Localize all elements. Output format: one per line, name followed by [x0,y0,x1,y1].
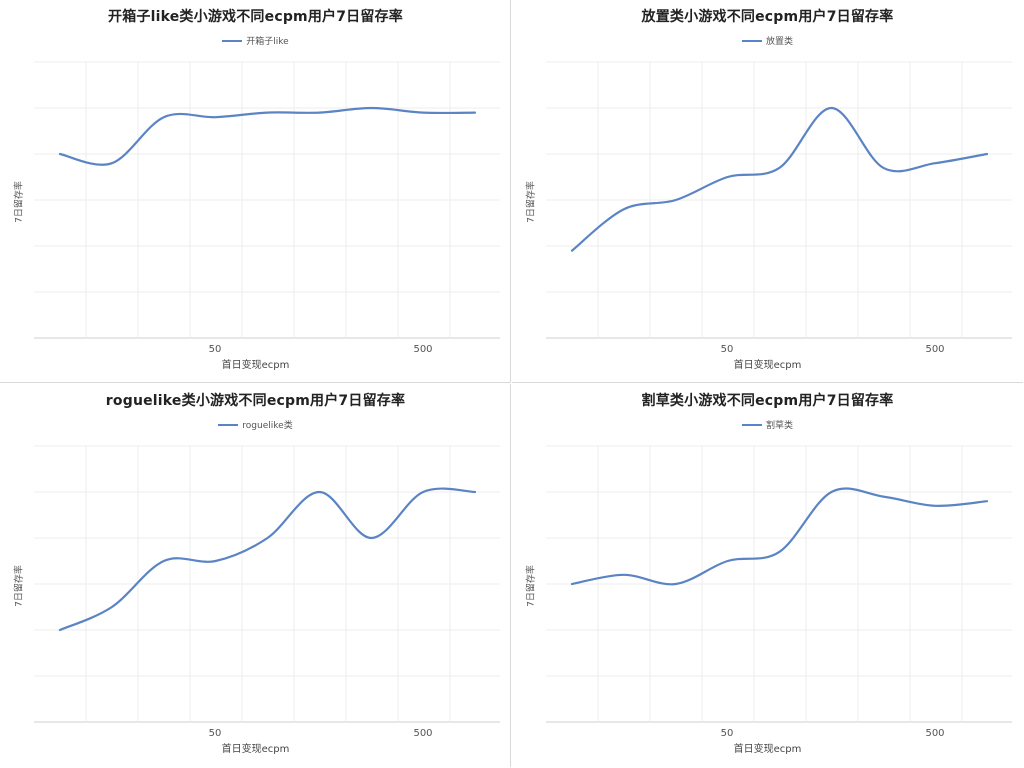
chart-title: 放置类小游戏不同ecpm用户7日留存率 [641,9,894,25]
x-tick-label: 50 [209,728,222,739]
y-axis-label: 7日留存率 [14,565,25,607]
legend-swatch [218,423,239,426]
series-line [570,106,989,252]
chart-panel-kaixiangzi: 50 500 开箱子like类小游戏不同ecpm用户7日留存率 开箱子like 7… [0,0,511,383]
series-line [58,106,477,166]
x-tick-label: 500 [925,344,944,355]
legend-swatch [741,39,762,42]
x-axis-label: 首日变现ecpm [733,744,802,755]
chart-plot-roguelike: 50 500 [34,445,500,739]
y-axis-label: 7日留存率 [14,181,25,223]
series-line [58,487,477,632]
x-tick-label: 50 [721,344,734,355]
chart-legend: 割草类 [512,418,1023,431]
x-tick-label: 500 [925,728,944,739]
legend-label: 放置类 [765,37,793,47]
chart-legend: 放置类 [512,34,1023,47]
x-tick-label: 500 [413,728,432,739]
x-tick-label: 50 [721,728,734,739]
chart-title: roguelike类小游戏不同ecpm用户7日留存率 [105,393,406,409]
chart-plot-fangzhi: 50 500 [546,61,1012,355]
legend-swatch [741,423,762,426]
legend-swatch [222,39,243,42]
chart-title: 开箱子like类小游戏不同ecpm用户7日留存率 [108,9,403,25]
chart-legend: roguelike类 [0,418,511,431]
chart-plot-kaixiangzi: 50 500 [34,61,500,355]
x-tick-label: 500 [413,344,432,355]
y-axis-label: 7日留存率 [526,181,537,223]
chart-plot-gecao: 50 500 [546,445,1012,739]
legend-label: roguelike类 [242,421,293,431]
chart-legend: 开箱子like [0,34,511,47]
legend-label: 开箱子like [246,37,289,47]
x-axis-label: 首日变现ecpm [733,360,802,371]
x-tick-label: 50 [209,344,222,355]
chart-panel-fangzhi: 50 500 放置类小游戏不同ecpm用户7日留存率 放置类 7日留存率 首日变现… [512,0,1023,383]
series-line [570,487,989,586]
chart-panel-roguelike: 50 500 roguelike类小游戏不同ecpm用户7日留存率 rogueli… [0,384,511,767]
x-axis-label: 首日变现ecpm [221,744,290,755]
legend-label: 割草类 [765,421,793,431]
chart-title: 割草类小游戏不同ecpm用户7日留存率 [641,393,894,409]
x-axis-label: 首日变现ecpm [221,360,290,371]
chart-panel-gecao: 50 500 割草类小游戏不同ecpm用户7日留存率 割草类 7日留存率 首日变现… [512,384,1023,767]
y-axis-label: 7日留存率 [526,565,537,607]
